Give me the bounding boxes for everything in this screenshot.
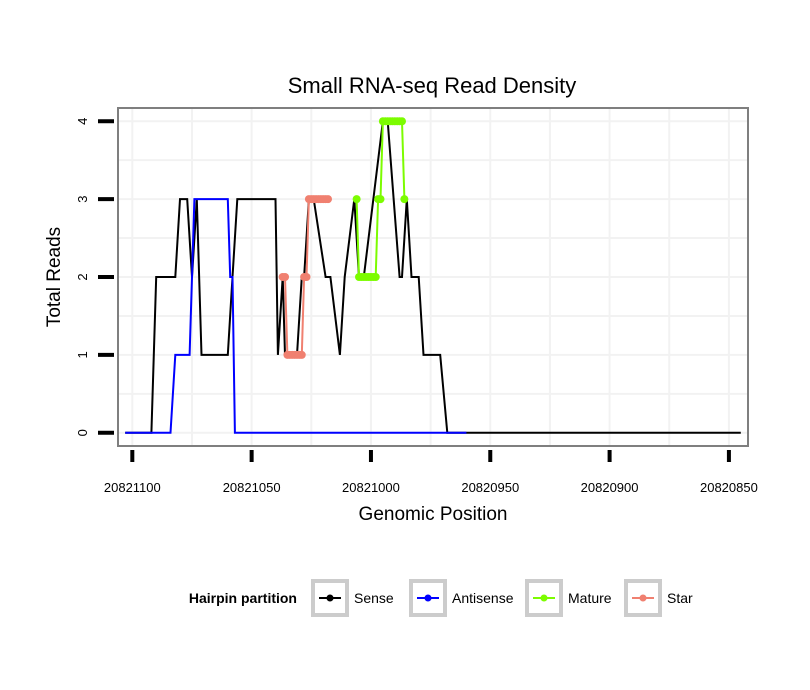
y-tick-label: 3 xyxy=(75,196,90,203)
data-point-star xyxy=(324,195,332,204)
series-star xyxy=(278,195,332,359)
x-axis-label: Genomic Position xyxy=(359,504,508,525)
legend-key-box xyxy=(624,579,662,617)
chart-title: Small RNA-seq Read Density xyxy=(288,73,577,98)
legend-key-point xyxy=(639,594,647,602)
legend-label-sense: Sense xyxy=(354,590,394,606)
legend-item-sense: Sense xyxy=(311,579,394,617)
data-point-mature xyxy=(400,195,409,204)
legend-label-star: Star xyxy=(667,590,693,606)
y-tick-label: 1 xyxy=(75,351,90,358)
legend-item-mature: Mature xyxy=(525,579,612,617)
data-point-mature xyxy=(376,195,385,204)
series-layer xyxy=(125,117,741,434)
grid xyxy=(118,108,748,446)
legend-item-antisense: Antisense xyxy=(409,579,514,617)
y-axis: 0 1 2 3 4 xyxy=(75,118,114,436)
series-antisense xyxy=(125,198,467,434)
x-tick-label: 20820850 xyxy=(700,480,758,495)
x-axis: 20821100 20821050 20821000 20820950 20820900… xyxy=(104,450,758,495)
legend-key-point xyxy=(424,594,432,602)
legend-key-point xyxy=(540,594,548,602)
legend-keys: Sense Antisense Mature Star xyxy=(311,579,693,617)
legend-title: Hairpin partition xyxy=(189,590,297,606)
x-tick-label: 20821000 xyxy=(342,480,400,495)
data-point-mature xyxy=(352,195,361,204)
x-tick-label: 20820900 xyxy=(581,480,639,495)
y-tick-label: 4 xyxy=(75,118,90,125)
data-point-mature xyxy=(371,273,380,281)
legend-item-star: Star xyxy=(624,579,693,617)
plot-border xyxy=(117,107,749,447)
series-line-antisense xyxy=(125,198,467,434)
x-tick-label: 20821050 xyxy=(223,480,281,495)
data-point-star xyxy=(297,350,306,359)
legend-label-mature: Mature xyxy=(568,590,612,606)
data-point-mature xyxy=(397,117,406,126)
x-tick-label: 20820950 xyxy=(461,480,519,495)
y-tick-label: 0 xyxy=(75,429,90,436)
legend-key-point xyxy=(326,594,334,602)
series-mature xyxy=(352,117,409,281)
x-tick-label: 20821100 xyxy=(104,480,161,495)
legend-label-antisense: Antisense xyxy=(452,590,514,606)
data-point-star xyxy=(281,273,290,281)
data-point-star xyxy=(302,273,311,281)
y-tick-label: 2 xyxy=(75,273,90,280)
y-axis-label: Total Reads xyxy=(44,227,65,327)
legend: Hairpin partition Sense Antisense Mature St… xyxy=(189,579,693,617)
